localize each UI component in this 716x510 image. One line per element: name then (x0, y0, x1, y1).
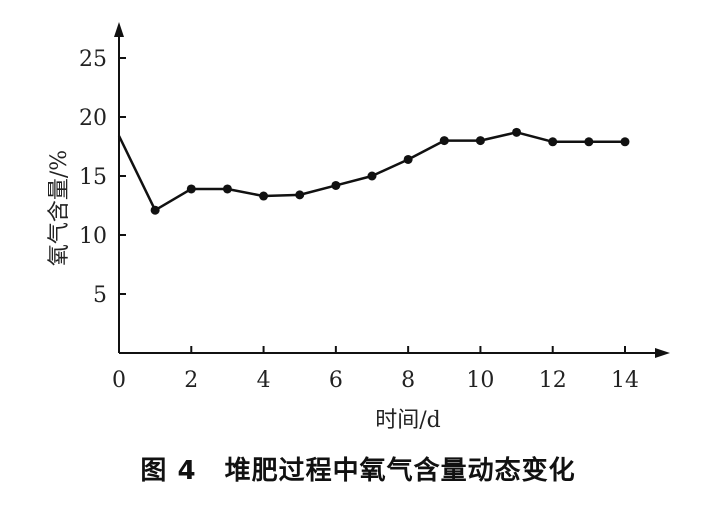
x-tick-label: 4 (257, 368, 271, 393)
data-point (186, 184, 196, 194)
figure-caption-text: 堆肥过程中氧气含量动态变化 (224, 456, 576, 486)
x-tick-label: 12 (539, 368, 567, 393)
chart: 0 2 4 6 8 10 12 14 5 10 15 20 25 时间/d 氧气含量/% (47, 22, 670, 433)
data-point (259, 191, 269, 201)
x-axis-ticks: 0 2 4 6 8 10 12 14 (112, 346, 639, 393)
data-point (475, 136, 485, 146)
series-group (117, 127, 630, 215)
x-tick-label: 0 (112, 368, 126, 393)
data-point (584, 137, 594, 147)
y-axis-label: 氧气含量/% (47, 150, 72, 266)
data-point (620, 137, 630, 147)
y-axis-ticks: 5 10 15 20 25 (79, 47, 126, 308)
x-tick-label: 14 (611, 368, 639, 393)
x-axis-arrow (655, 348, 670, 358)
x-tick-label: 6 (329, 368, 343, 393)
data-point (512, 127, 522, 137)
y-tick-label: 15 (79, 165, 107, 190)
data-point (331, 180, 341, 190)
y-tick-label: 20 (79, 106, 107, 131)
data-point (150, 205, 160, 215)
data-point (548, 137, 558, 147)
y-tick-label: 5 (93, 283, 107, 308)
x-tick-label: 2 (184, 368, 198, 393)
data-point (403, 154, 413, 164)
figure-number: 图 4 (140, 456, 197, 486)
y-tick-label: 10 (79, 224, 107, 249)
x-tick-label: 8 (401, 368, 415, 393)
x-tick-label: 10 (466, 368, 494, 393)
data-point (295, 190, 305, 200)
data-point (367, 171, 377, 181)
data-point (439, 136, 449, 146)
x-axis-label: 时间/d (375, 408, 441, 433)
y-axis-arrow (114, 22, 124, 37)
data-point (222, 184, 232, 194)
y-tick-label: 25 (79, 47, 107, 72)
axes (114, 22, 670, 358)
figure-caption: 图 4 堆肥过程中氧气含量动态变化 (0, 450, 716, 487)
